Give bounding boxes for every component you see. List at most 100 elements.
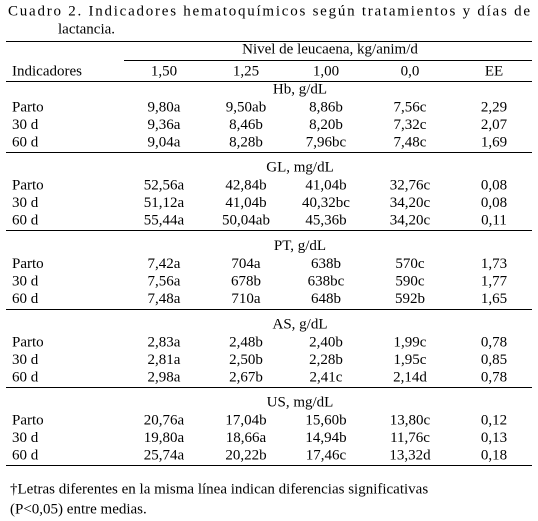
cell: 7,48c [394,134,427,150]
cell: 41,04b [305,178,346,194]
section-title: GL, mg/dL [266,160,334,176]
cell: 9,50ab [226,99,266,115]
cell: 2,40b [309,334,343,350]
row-label: Parto [12,334,44,350]
cell: 17,46c [306,448,347,464]
cell: 1,73 [481,256,507,272]
cell: 0,12 [481,413,507,429]
cell: 25,74a [144,448,185,464]
column-header: EE [485,63,503,79]
cell: 2,83a [148,334,181,350]
group-header: Nivel de leucaena, kg/anim/d [242,41,418,57]
cell: 592b [395,291,425,307]
cell: 13,32d [389,448,431,464]
column-header: Indicadores [12,63,82,79]
cell: 9,80a [148,99,181,115]
cell: 0,13 [481,430,507,446]
cell: 1,65 [481,291,507,307]
section-title: US, mg/dL [267,395,334,411]
cell: 1,77 [481,274,508,290]
cell: 8,46b [229,117,263,133]
cell: 678b [231,274,261,290]
cell: 0,85 [481,352,507,368]
cell: 41,04b [225,195,266,211]
cell: 11,76c [390,430,430,446]
row-label: Parto [12,178,44,194]
cell: 8,86b [309,99,343,115]
section-title: Hb, g/dL [273,81,327,97]
cell: 704a [231,256,261,272]
cell: 0,08 [481,195,507,211]
row-label: 30 d [12,352,39,368]
cell: 0,18 [481,448,507,464]
cell: 13,80c [390,413,431,429]
cell: 50,04ab [222,213,270,229]
cell: 9,36a [148,117,181,133]
cell: 18,66a [226,430,267,446]
cell: 32,76c [390,178,431,194]
cell: 8,28b [229,134,263,150]
cell: 20,76a [144,413,185,429]
cell: 2,67b [229,369,263,385]
row-label: 60 d [12,291,39,307]
cell: 7,32c [394,117,427,133]
row-label: 60 d [12,448,39,464]
cell: 638b [311,256,341,272]
cell: 0,78 [481,369,507,385]
row-label: 30 d [12,430,39,446]
row-label: 30 d [12,195,39,211]
cell: 2,48b [229,334,263,350]
row-label: 60 d [12,134,39,150]
cell: 45,36b [305,213,346,229]
cell: 590c [395,274,425,290]
cell: 34,20c [390,195,431,211]
section-title: PT, g/dL [274,238,326,254]
cell: 7,56a [148,274,181,290]
cell: 55,44a [144,213,185,229]
cell: 9,04a [148,134,181,150]
cell: 42,84b [225,178,266,194]
footnote: †Letras diferentes en la misma línea ind… [10,481,428,497]
row-label: Parto [12,99,44,115]
cell: 20,22b [225,448,266,464]
row-label: 30 d [12,117,39,133]
cell: 7,48a [148,291,181,307]
cell: 51,12a [144,195,185,211]
cell: 19,80a [144,430,185,446]
column-header: 1,25 [233,63,259,79]
cell: 0,08 [481,178,507,194]
cell: 17,04b [225,413,266,429]
footnote: (P<0,05) entre medias. [10,501,147,517]
cell: 710a [231,291,261,307]
column-header: 1,00 [313,63,339,79]
cell: 648b [311,291,341,307]
cell: 638bc [308,274,345,290]
cell: 14,94b [305,430,346,446]
cell: 2,41c [310,369,343,385]
cell: 1,95c [394,352,427,368]
cell: 570c [395,256,425,272]
cell: 2,14d [393,369,427,385]
cell: 8,20b [309,117,343,133]
cell: 7,96bc [306,134,347,150]
cell: 1,69 [481,134,507,150]
column-header: 1,50 [151,63,177,79]
cell: 7,42a [148,256,181,272]
cell: 0,11 [481,213,507,229]
row-label: 60 d [12,213,39,229]
row-label: Parto [12,256,44,272]
cell: 7,56c [394,99,427,115]
row-label: 30 d [12,274,39,290]
cell: 15,60b [305,413,346,429]
cell: 2,81a [148,352,181,368]
column-header: 0,0 [401,63,420,79]
cell: 0,78 [481,334,507,350]
cell: 1,99c [394,334,427,350]
cell: 2,50b [229,352,263,368]
cell: 2,29 [481,99,507,115]
cell: 2,07 [481,117,508,133]
cell: 34,20c [390,213,431,229]
section-title: AS, g/dL [272,316,327,332]
title: Cuadro 2. Indicadores hematoquímicos seg… [8,3,530,19]
